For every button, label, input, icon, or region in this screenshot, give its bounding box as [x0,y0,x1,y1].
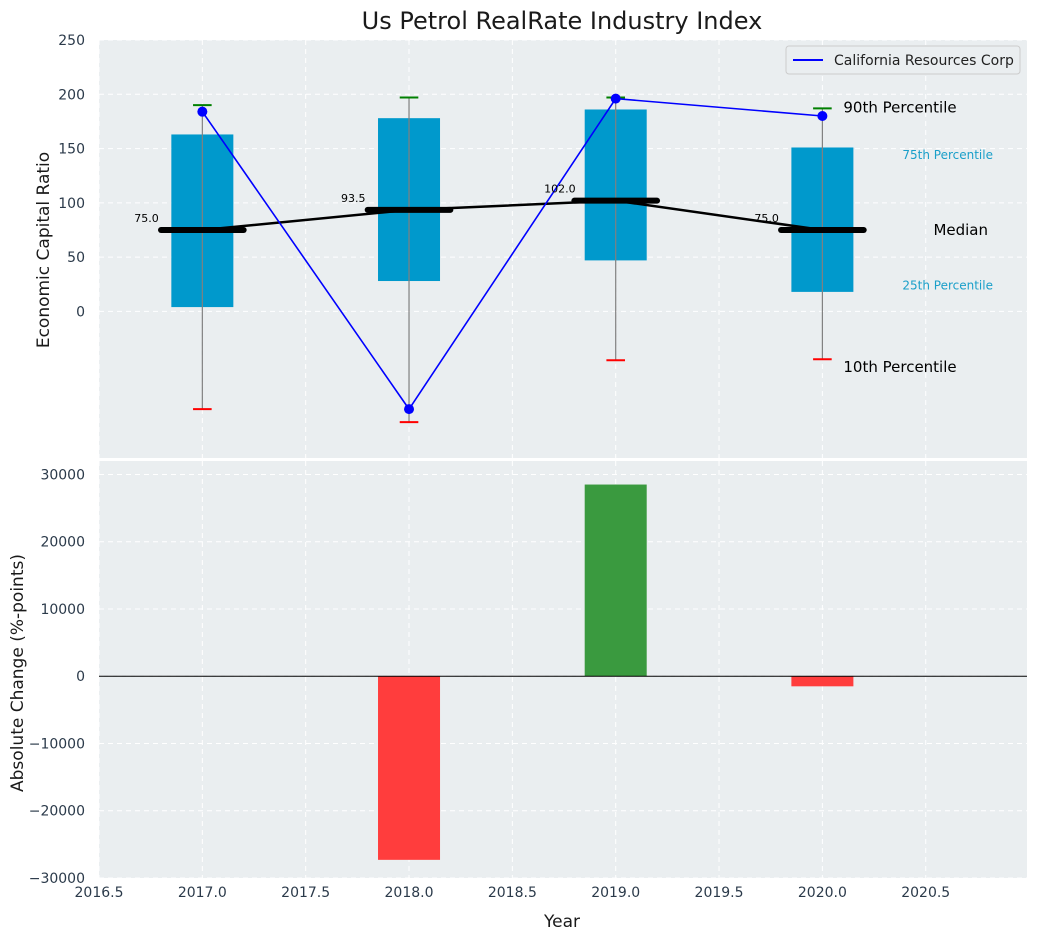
top-panel-background [99,40,1027,458]
box-plots [171,96,854,424]
change-bar [584,484,647,677]
company-point [404,404,415,415]
bottom-panel: −30000 −20000 −10000 0 10000 20000 30000 2016.… [8,461,1027,932]
company-point [197,106,208,117]
median-value-label: 102.0 [544,183,576,196]
x-tick-label: 2018.5 [488,885,537,901]
top-y-tick-label: 100 [58,196,85,212]
bottom-y-tick-label: 10000 [40,602,85,618]
top-y-tick-label: 150 [58,142,85,158]
x-axis-label: Year [543,912,580,932]
company-trend-line [201,97,823,411]
x-tick-labels: 2016.5 2017.0 2017.5 2018.0 2018.5 2019.0 2019… [75,885,951,901]
bottom-y-tick-label: 0 [76,669,85,685]
legend: California Resources Corp [785,45,1021,75]
top-y-tick-label: 50 [67,250,85,266]
annotation-25th-percentile: 25th Percentile [902,278,993,292]
median-value-label: 75.0 [134,212,159,225]
bottom-y-tick-labels: −30000 −20000 −10000 0 10000 20000 30000 [29,467,85,887]
bottom-panel-background [99,461,1027,878]
x-tick-label: 2018.0 [385,885,434,901]
x-tick-label: 2020.0 [798,885,847,901]
annotation-75th-percentile: 75th Percentile [902,148,993,162]
median-trend-line [202,199,823,232]
change-bar [791,676,854,687]
change-bars [378,484,854,860]
bottom-y-tick-label: −20000 [29,804,85,820]
top-y-tick-label: 200 [58,87,85,103]
annotation-90th-percentile: 90th Percentile [843,98,956,116]
bottom-y-tick-label: −10000 [29,736,85,752]
bottom-y-tick-label: 30000 [40,467,85,483]
x-tick-label: 2017.0 [178,885,227,901]
median-series [158,197,867,233]
company-series [197,93,828,415]
legend-box [785,45,1021,75]
chart-title: Us Petrol RealRate Industry Index [362,7,763,35]
legend-label-company: California Resources Corp [834,53,1014,69]
top-y-tick-label: 0 [76,304,85,320]
median-value-label: 93.5 [341,192,366,205]
x-tick-label: 2020.5 [901,885,950,901]
top-y-tick-label: 250 [58,33,85,49]
x-tick-label: 2016.5 [75,885,124,901]
annotation-10th-percentile: 10th Percentile [843,358,956,376]
top-panel: 0 50 100 150 200 250 75.0 93.5 102.0 75.0 90th P… [34,33,1027,458]
change-bar [378,676,441,860]
top-y-tick-labels: 0 50 100 150 200 250 [58,33,85,320]
annotation-median: Median [933,221,988,239]
bottom-y-axis-label: Absolute Change (%-points) [8,554,28,792]
bottom-y-tick-label: −30000 [29,871,85,887]
median-value-label: 75.0 [754,212,779,225]
x-tick-label: 2019.5 [695,885,744,901]
percentile-annotations: 90th Percentile 75th Percentile Median 2… [843,98,993,375]
median-value-labels: 75.0 93.5 102.0 75.0 [134,183,779,225]
x-tick-label: 2017.5 [281,885,330,901]
top-y-axis-label: Economic Capital Ratio [34,152,54,348]
x-tick-label: 2019.0 [591,885,640,901]
company-point [610,93,621,104]
bottom-y-tick-label: 20000 [40,535,85,551]
company-point [817,111,828,121]
top-gridlines [99,39,1027,312]
